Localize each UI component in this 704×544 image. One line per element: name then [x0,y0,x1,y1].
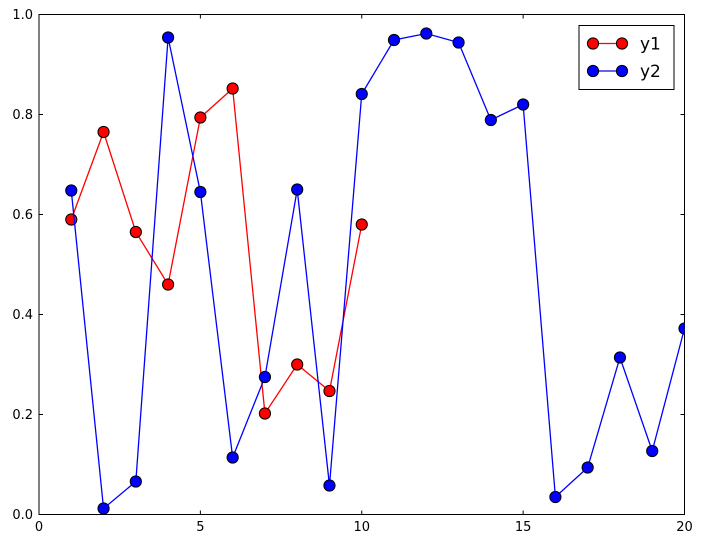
y-axis-tick-label: 0.4 [12,308,33,323]
y-axis-tick-label: 0.8 [12,108,33,123]
series-y2-marker [420,27,433,40]
series-area [65,27,685,515]
series-y1-marker [129,225,142,239]
series-y2-marker [65,184,78,197]
series-y2-marker [613,351,627,364]
series-y2-marker [162,31,175,44]
series-y1-line [70,87,363,416]
x-axis-tick-label: 5 [196,520,204,535]
series-y2-marker [355,87,368,101]
series-y2-marker [291,183,304,196]
series-y1-marker [258,407,272,420]
series-y1-marker [323,384,336,398]
series-y1-marker [194,111,207,124]
legend-entry-y1: y1 [586,35,661,55]
series-y1 [65,82,368,420]
series-y1-marker [162,278,175,291]
series-y2-marker [452,36,465,49]
series-y1-marker [97,125,110,139]
legend-marker-y1 [586,37,600,50]
series-y2-marker [258,370,272,384]
y-axis-tick-label: 1.0 [12,8,33,23]
series-y2-marker [387,33,401,47]
series-y2-marker [517,98,530,111]
series-y2-line [70,32,685,510]
series-y2-marker [646,444,659,458]
x-axis-tick-label: 10 [353,520,370,535]
y-axis-tick-label: 0.0 [12,508,33,523]
series-y1-marker [355,218,368,231]
series-y2-marker [129,475,142,488]
legend-marker-y2 [615,64,629,78]
series-y2-marker [226,451,239,464]
series-y2-marker [549,490,562,504]
legend-label-y2: y2 [640,62,661,82]
series-y2-marker [484,113,497,127]
series-y2-marker [581,461,594,474]
y-axis-tick-label: 0.2 [12,408,33,423]
series-y1-marker [226,82,239,95]
series-y2 [65,27,685,515]
x-axis-tick-label: 0 [35,520,43,535]
y-axis-tick-label: 0.6 [12,208,33,223]
legend-box [578,25,675,90]
legend-entry-y2: y2 [586,62,661,82]
series-y2-marker [323,479,336,492]
y-axis: 0.0 0.2 0.4 0.6 0.8 1.0 [12,8,685,523]
legend-marker-y1 [615,37,629,50]
legend-marker-y2 [586,64,600,78]
series-y2-marker [97,502,110,515]
series-y1-marker [291,358,304,371]
legend-label-y1: y1 [640,35,661,55]
series-y2-marker [194,185,207,199]
x-axis: 0 5 10 15 20 [35,14,693,535]
series-y2-marker [678,322,685,335]
x-axis-tick-label: 15 [515,520,532,535]
x-axis-tick-label: 20 [676,520,693,535]
